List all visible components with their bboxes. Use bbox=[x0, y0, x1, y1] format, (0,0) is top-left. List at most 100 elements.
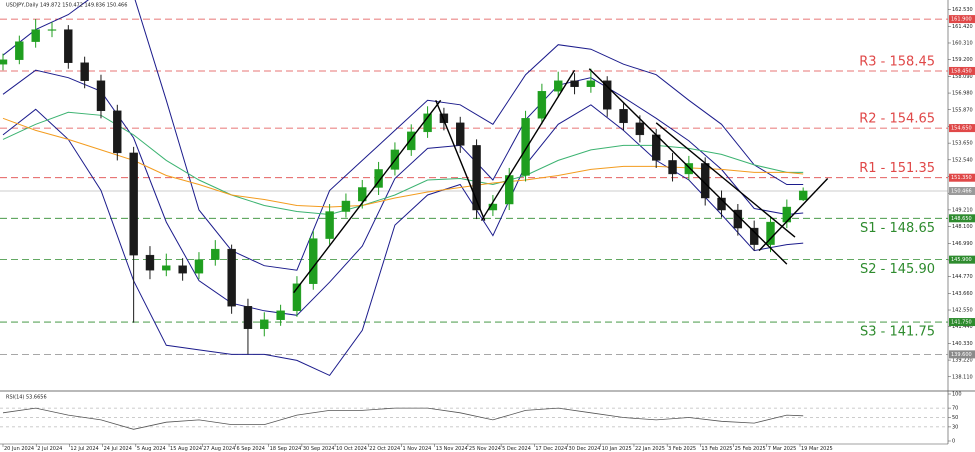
x-tick-label: 1 Nov 2024 bbox=[403, 446, 432, 452]
y-tick-label: 149.210 bbox=[952, 207, 973, 213]
indicator-line bbox=[2, 111, 804, 216]
y-tick-label: 140.330 bbox=[952, 341, 973, 347]
candle-body bbox=[113, 110, 122, 154]
candle-body bbox=[162, 265, 171, 271]
x-tick-label: 5 Aug 2024 bbox=[137, 446, 166, 452]
level-label: R1 - 151.35 bbox=[859, 161, 935, 176]
rsi-title: RSI(14) 53.6656 bbox=[6, 395, 47, 401]
trendline bbox=[293, 99, 442, 294]
level-tag bbox=[949, 15, 975, 24]
y-tick-label: 139.220 bbox=[952, 358, 973, 364]
level-label: S1 - 148.65 bbox=[860, 221, 935, 236]
candle-body bbox=[798, 190, 808, 201]
x-tick-label: 5 Dec 2024 bbox=[502, 446, 531, 452]
y-tick-label: 156.980 bbox=[952, 91, 973, 97]
level-tag bbox=[949, 173, 975, 182]
y-tick-label: 160.310 bbox=[952, 40, 973, 46]
candle-body bbox=[554, 80, 563, 92]
level-tag bbox=[949, 350, 975, 359]
candle-body bbox=[407, 131, 416, 151]
x-tick-label: 7 Mar 2025 bbox=[768, 446, 797, 452]
candle-body bbox=[80, 62, 89, 81]
y-tick-label: 143.660 bbox=[952, 291, 973, 297]
y-tick-label: 153.650 bbox=[952, 141, 973, 147]
indicator-line bbox=[2, 117, 804, 208]
x-tick-label: 6 Sep 2024 bbox=[236, 446, 265, 452]
level-tag-label: 151.350 bbox=[951, 175, 972, 181]
y-tick-label: 0 bbox=[952, 439, 955, 445]
rsi-panel bbox=[0, 407, 948, 430]
candle-body bbox=[358, 187, 367, 202]
indicator-line bbox=[2, 0, 804, 271]
level-tag-label: 148.650 bbox=[951, 216, 972, 222]
x-tick-label: 12 Jul 2024 bbox=[70, 446, 98, 452]
candle-body bbox=[456, 122, 465, 146]
trendline bbox=[435, 100, 486, 221]
candle-body bbox=[211, 248, 220, 260]
x-tick-label: 24 Jul 2024 bbox=[104, 446, 132, 452]
level-tag bbox=[949, 124, 975, 133]
level-label: S3 - 141.75 bbox=[860, 325, 935, 340]
candle-body bbox=[766, 221, 775, 245]
level-tag-label: 141.750 bbox=[951, 320, 972, 326]
x-tick-label: 22 Jan 2025 bbox=[635, 446, 665, 452]
candle-body bbox=[619, 109, 628, 124]
candle-body bbox=[194, 259, 204, 274]
candle-body bbox=[374, 169, 383, 188]
trendline bbox=[758, 177, 829, 252]
level-tag bbox=[949, 318, 975, 327]
candle-body bbox=[325, 211, 334, 239]
candle-body bbox=[292, 283, 302, 311]
y-tick-label: 158.090 bbox=[952, 74, 973, 80]
x-tick-label: 18 Sep 2024 bbox=[270, 446, 302, 452]
y-tick-label: 162.530 bbox=[952, 7, 973, 13]
candle-body bbox=[668, 160, 677, 175]
current-price-label: 150.466 bbox=[951, 189, 972, 195]
rsi-line bbox=[2, 407, 804, 430]
candle-body bbox=[570, 80, 579, 87]
y-tick-label: 152.540 bbox=[952, 157, 973, 163]
candle-body bbox=[31, 29, 40, 42]
candle-body bbox=[178, 265, 187, 274]
trendline bbox=[655, 122, 796, 238]
candle-body bbox=[129, 152, 138, 256]
x-tick-label: 19 Mar 2025 bbox=[801, 446, 833, 452]
level-tag-label: 139.600 bbox=[951, 352, 972, 358]
x-tick-label: 22 Oct 2024 bbox=[369, 446, 400, 452]
candle-body bbox=[47, 29, 57, 31]
level-tag-label: 158.450 bbox=[951, 68, 972, 74]
level-tag-label: 161.900 bbox=[951, 17, 972, 23]
x-tick-label: 27 Aug 2024 bbox=[203, 446, 235, 452]
candle-body bbox=[227, 248, 236, 307]
x-tick-label: 30 Dec 2024 bbox=[569, 446, 601, 452]
candle-body bbox=[652, 134, 661, 161]
y-tick-label: 148.100 bbox=[952, 224, 973, 230]
candle-body bbox=[521, 118, 530, 176]
x-tick-label: 13 Nov 2024 bbox=[436, 446, 468, 452]
y-tick-label: 141.440 bbox=[952, 324, 973, 330]
candle-body bbox=[586, 80, 596, 87]
level-tag bbox=[949, 66, 975, 75]
x-tick-label: 15 Aug 2024 bbox=[170, 446, 202, 452]
y-tick-label: 146.990 bbox=[952, 241, 973, 247]
y-tick-label: 138.110 bbox=[952, 374, 973, 380]
x-tick-label: 10 Oct 2024 bbox=[336, 446, 367, 452]
trendline bbox=[480, 69, 576, 221]
candle-body bbox=[0, 59, 8, 65]
candle-body bbox=[309, 238, 318, 284]
x-tick-label: 25 Feb 2025 bbox=[735, 446, 766, 452]
candle-body bbox=[537, 91, 547, 119]
indicator-line bbox=[2, 104, 804, 377]
candle-body bbox=[439, 113, 449, 124]
x-tick-label: 25 Nov 2024 bbox=[469, 446, 501, 452]
x-tick-label: 13 Feb 2025 bbox=[701, 446, 732, 452]
candle-body bbox=[341, 200, 351, 212]
candle-body bbox=[749, 227, 759, 245]
level-tag bbox=[949, 214, 975, 223]
candle-body bbox=[15, 41, 24, 60]
candle-body bbox=[782, 206, 792, 223]
axes: 162.530 161.420 160.310 159.200 158.090 156.9… bbox=[2, 7, 975, 452]
level-label: R2 - 154.65 bbox=[859, 112, 935, 127]
y-tick-label: 159.200 bbox=[952, 57, 973, 63]
